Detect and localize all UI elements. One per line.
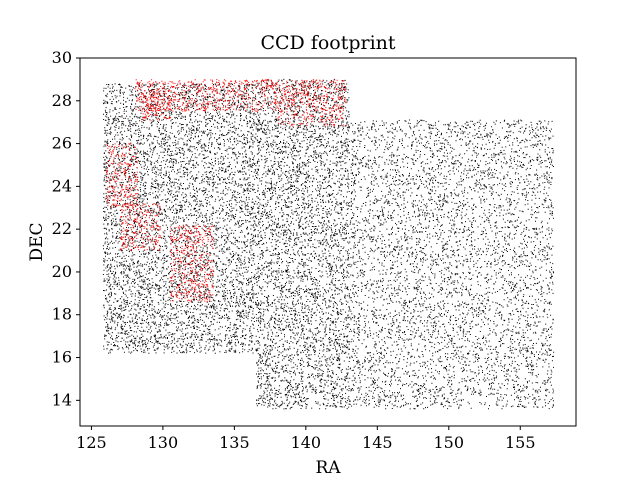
x-tick-label: 140 bbox=[291, 433, 322, 452]
y-tick-label: 30 bbox=[52, 48, 72, 67]
y-tick-label: 14 bbox=[52, 390, 72, 409]
scatter-point-cluster bbox=[105, 143, 139, 209]
y-axis-ticks: 14 16 18 20 22 24 26 28 30 bbox=[52, 48, 80, 409]
scatter-point-cluster bbox=[141, 89, 171, 122]
x-tick-label: 155 bbox=[505, 433, 536, 452]
x-axis-ticks: 125 130 135 140 145 150 155 bbox=[76, 426, 536, 452]
y-tick-label: 16 bbox=[52, 348, 72, 367]
x-tick-label: 135 bbox=[219, 433, 250, 452]
series-black-points bbox=[102, 78, 555, 410]
scatter-point-cluster bbox=[120, 203, 161, 251]
x-tick-label: 145 bbox=[362, 433, 393, 452]
scatter-point-cluster bbox=[255, 78, 350, 410]
scatter-point-cluster bbox=[277, 79, 347, 127]
y-tick-label: 26 bbox=[52, 134, 72, 153]
y-tick-label: 28 bbox=[52, 91, 72, 110]
x-tick-label: 130 bbox=[148, 433, 179, 452]
plot-frame bbox=[79, 57, 577, 427]
scatter-point-cluster bbox=[134, 79, 278, 112]
x-axis-label: RA bbox=[315, 458, 341, 478]
x-tick-label: 150 bbox=[434, 433, 465, 452]
chart-title: CCD footprint bbox=[260, 32, 395, 54]
y-tick-label: 22 bbox=[52, 219, 72, 238]
series-red-points bbox=[105, 79, 347, 303]
y-tick-label: 24 bbox=[52, 176, 72, 195]
y-tick-label: 20 bbox=[52, 262, 72, 281]
scatter-point-cluster bbox=[348, 119, 555, 410]
x-tick-label: 125 bbox=[76, 433, 107, 452]
y-tick-label: 18 bbox=[52, 305, 72, 324]
scatter-point-cluster bbox=[170, 224, 214, 303]
scatter-point-cluster bbox=[102, 83, 257, 354]
y-axis-label: DEC bbox=[27, 222, 47, 261]
